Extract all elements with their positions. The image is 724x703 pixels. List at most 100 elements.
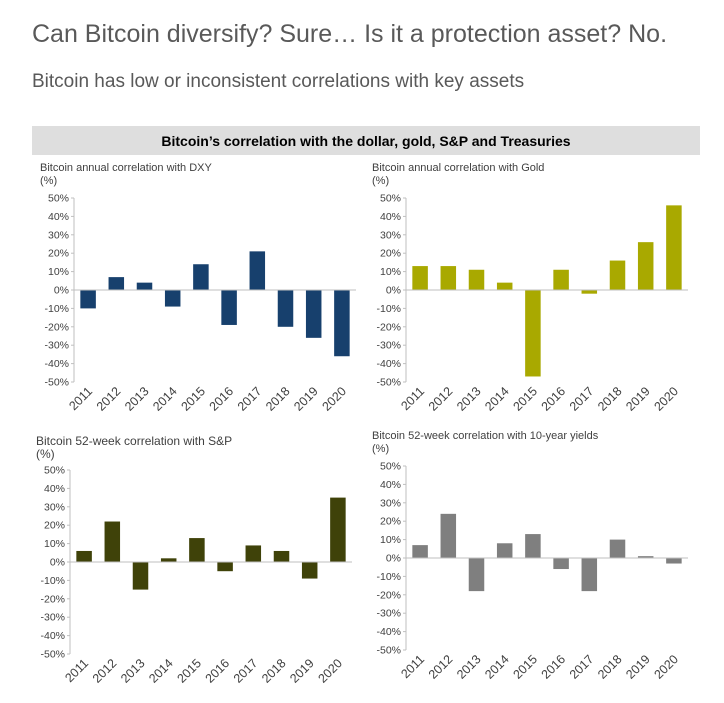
y-tick-label: 20%: [44, 520, 65, 532]
x-tick-label: 2014: [482, 384, 512, 414]
bar-2019: [305, 290, 322, 338]
chart-svg: 50%40%30%20%10%0%-10%-20%-30%-40%-50%201…: [40, 465, 352, 686]
y-tick-label: -50%: [376, 377, 401, 389]
y-tick-label: -20%: [376, 321, 401, 333]
x-tick-label: 2017: [235, 384, 265, 414]
x-tick-label: 2013: [118, 656, 148, 686]
y-tick-label: 20%: [380, 516, 401, 528]
x-tick-label: 2015: [174, 656, 204, 686]
chart-sp: Bitcoin 52-week correlation with S&P (%)…: [30, 434, 360, 696]
page-subtitle: Bitcoin has low or inconsistent correlat…: [32, 71, 525, 92]
chart-title: Bitcoin annual correlation with Gold: [372, 162, 545, 174]
x-tick-label: 2016: [207, 384, 237, 414]
x-tick-label: 2018: [595, 384, 625, 414]
chart-title: Bitcoin 52-week correlation with S&P: [36, 434, 233, 448]
y-tick-label: -10%: [376, 571, 401, 583]
bar-2011: [80, 290, 96, 309]
x-tick-label: 2020: [315, 656, 345, 686]
x-tick-label: 2020: [319, 384, 349, 414]
bar-2012: [440, 513, 457, 558]
y-tick-label: 20%: [48, 248, 69, 260]
y-tick-label: -50%: [376, 645, 401, 657]
bar-2018: [609, 539, 626, 558]
y-tick-label: -10%: [44, 303, 69, 315]
bar-2011: [76, 550, 92, 562]
bar-2013: [468, 269, 485, 290]
y-tick-label: -20%: [40, 593, 65, 605]
y-tick-label: -10%: [376, 303, 401, 315]
bar-2014: [160, 558, 177, 562]
chart-unit: (%): [372, 175, 390, 187]
y-tick-label: 30%: [380, 229, 401, 241]
x-tick-label: 2013: [122, 384, 152, 414]
bar-2019: [637, 242, 654, 290]
x-tick-label: 2019: [623, 384, 653, 414]
y-tick-label: 10%: [380, 534, 401, 546]
y-tick-label: 0%: [386, 553, 401, 565]
chart-unit: (%): [372, 443, 390, 455]
y-tick-label: -10%: [40, 575, 65, 587]
x-tick-label: 2019: [623, 652, 653, 682]
chart-dxy: Bitcoin annual correlation with DXY (%) …: [34, 162, 364, 424]
y-tick-label: 30%: [44, 501, 65, 513]
bar-2017: [581, 558, 598, 592]
bar-2016: [217, 562, 233, 572]
bar-2020: [330, 497, 346, 562]
x-tick-label: 2015: [510, 384, 540, 414]
bar-2020: [666, 558, 682, 564]
chart-title: Bitcoin annual correlation with DXY: [40, 162, 212, 174]
y-tick-label: 10%: [48, 266, 69, 278]
bar-2011: [412, 266, 428, 290]
chart-svg: 50%40%30%20%10%0%-10%-20%-30%-40%-50%201…: [376, 461, 688, 682]
chart-10y-yields: Bitcoin 52-week correlation with 10-year…: [366, 430, 696, 692]
bar-2018: [277, 290, 294, 327]
x-tick-label: 2014: [146, 656, 176, 686]
y-tick-label: 50%: [44, 465, 65, 477]
bar-2013: [136, 282, 153, 290]
chart-gold: Bitcoin annual correlation with Gold (%)…: [366, 162, 696, 424]
y-tick-label: 50%: [380, 193, 401, 205]
bar-2012: [104, 521, 121, 562]
bar-2014: [496, 282, 513, 290]
x-tick-label: 2011: [66, 384, 95, 413]
y-tick-label: -50%: [44, 377, 69, 389]
chart-unit: (%): [40, 175, 58, 187]
y-tick-label: 0%: [54, 285, 69, 297]
bar-2017: [249, 251, 266, 290]
x-tick-label: 2018: [595, 652, 625, 682]
y-tick-label: -30%: [376, 608, 401, 620]
x-tick-label: 2017: [231, 656, 261, 686]
chart-title: Bitcoin 52-week correlation with 10-year…: [372, 430, 599, 442]
bar-2019: [301, 562, 318, 579]
x-tick-label: 2015: [178, 384, 208, 414]
x-tick-label: 2012: [94, 384, 124, 414]
bar-2015: [189, 538, 205, 562]
y-tick-label: 40%: [380, 479, 401, 491]
x-tick-label: 2012: [426, 384, 456, 414]
x-tick-label: 2012: [426, 652, 456, 682]
x-tick-label: 2015: [510, 652, 540, 682]
section-banner: Bitcoin’s correlation with the dollar, g…: [32, 126, 700, 155]
y-tick-label: -30%: [44, 340, 69, 352]
bar-2012: [108, 277, 125, 290]
x-tick-label: 2019: [287, 656, 317, 686]
y-tick-label: -20%: [44, 321, 69, 333]
y-tick-label: -20%: [376, 589, 401, 601]
bar-2020: [666, 205, 682, 290]
x-tick-label: 2016: [203, 656, 233, 686]
y-tick-label: 40%: [44, 483, 65, 495]
y-tick-label: 10%: [380, 266, 401, 278]
bar-2016: [553, 558, 569, 570]
bar-2012: [440, 266, 457, 290]
y-tick-label: 20%: [380, 248, 401, 260]
x-tick-label: 2017: [567, 652, 597, 682]
x-tick-label: 2020: [651, 384, 681, 414]
y-tick-label: 0%: [386, 285, 401, 297]
bar-2020: [334, 290, 350, 357]
y-tick-label: 30%: [380, 497, 401, 509]
y-tick-label: -40%: [376, 358, 401, 370]
bar-2014: [496, 543, 513, 558]
x-tick-label: 2011: [398, 652, 427, 681]
x-tick-label: 2018: [263, 384, 293, 414]
bar-2018: [609, 260, 626, 290]
